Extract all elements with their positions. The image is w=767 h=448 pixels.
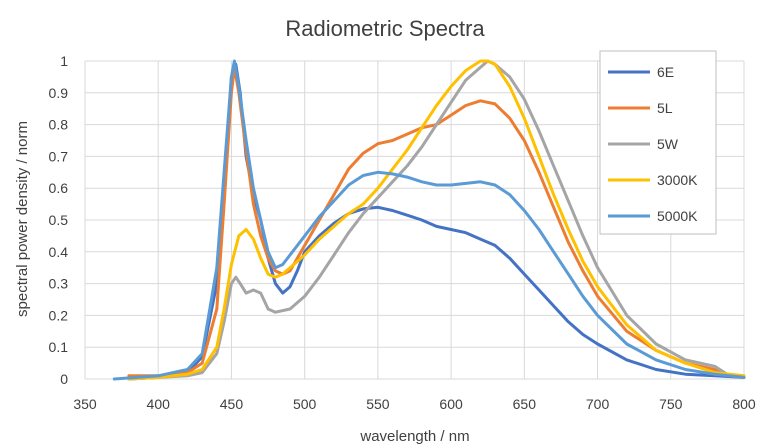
- y-tick-label: 0.1: [49, 339, 69, 355]
- x-tick-label: 750: [659, 396, 683, 412]
- legend-label-5000k: 5000K: [657, 208, 698, 224]
- series-line-5000k: [112, 59, 746, 381]
- legend-label-5l: 5L: [657, 100, 673, 116]
- y-tick-label: 1: [60, 53, 68, 69]
- chart-title: Radiometric Spectra: [285, 16, 485, 41]
- y-tick-labels: 0 0.1 0.2 0.3 0.4 0.5 0.6 0.7 0.8 0.9 1: [49, 53, 69, 387]
- series-lines: [112, 59, 746, 381]
- y-tick-label: 0.2: [49, 307, 69, 323]
- x-tick-label: 400: [147, 396, 171, 412]
- y-tick-label: 0.5: [49, 212, 69, 228]
- legend: 6E 5L 5W 3000K 5000K: [599, 50, 717, 235]
- y-tick-label: 0.7: [49, 148, 69, 164]
- series-line-3000k: [127, 59, 746, 381]
- x-tick-label: 650: [513, 396, 537, 412]
- y-tick-label: 0.3: [49, 276, 69, 292]
- y-tick-label: 0.6: [49, 180, 69, 196]
- y-axis-label: spectral power density / norm: [14, 121, 31, 317]
- legend-label-3000k: 3000K: [657, 172, 698, 188]
- y-tick-label: 0.9: [49, 85, 69, 101]
- x-tick-label: 800: [732, 396, 756, 412]
- legend-label-6e: 6E: [657, 64, 674, 80]
- y-tick-label: 0.4: [49, 244, 69, 260]
- x-tick-label: 500: [293, 396, 317, 412]
- x-tick-label: 350: [73, 396, 97, 412]
- legend-label-5w: 5W: [657, 136, 679, 152]
- y-tick-label: 0.8: [49, 117, 69, 133]
- x-tick-label: 550: [366, 396, 390, 412]
- x-tick-label: 450: [220, 396, 244, 412]
- x-tick-label: 600: [439, 396, 463, 412]
- grid-lines: [84, 60, 745, 380]
- y-tick-label: 0: [60, 371, 68, 387]
- x-tick-label: 700: [586, 396, 610, 412]
- x-axis-label: wavelength / nm: [359, 428, 469, 445]
- x-tick-labels: 350 400 450 500 550 600 650 700 750 800: [73, 396, 756, 412]
- series-line-5w: [127, 59, 746, 381]
